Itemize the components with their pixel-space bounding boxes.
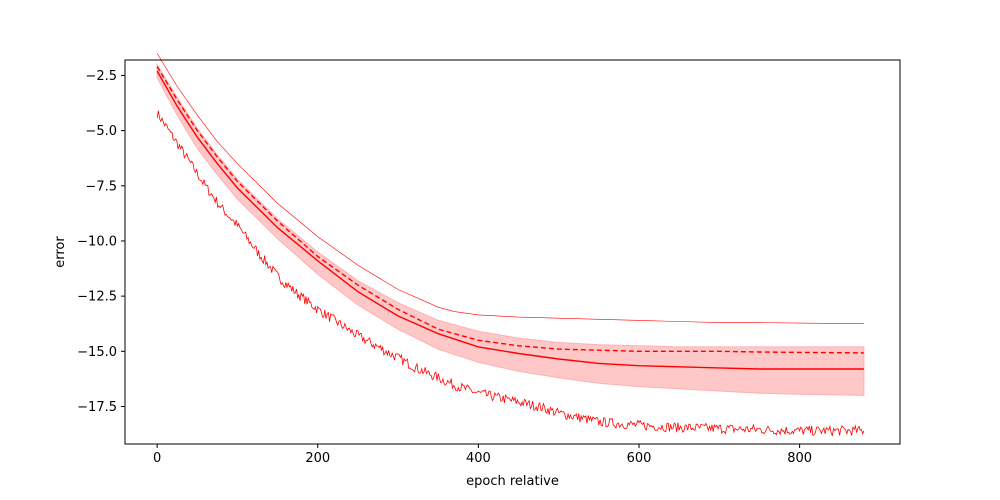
series-line-0 xyxy=(156,53,864,324)
y-tick-label: −7.5 xyxy=(85,179,117,194)
x-tick-label: 400 xyxy=(466,451,491,466)
series-line-2 xyxy=(156,70,864,370)
x-axis-label: epoch relative xyxy=(466,474,559,489)
y-axis-ticks: −2.5 −5.0 −7.5 −10.0 −12.5 −15.0 −17.5 xyxy=(77,69,125,415)
confidence-band-layer xyxy=(156,62,865,396)
y-tick-label: −12.5 xyxy=(77,290,117,305)
x-tick-label: 200 xyxy=(305,451,330,466)
x-tick-label: 800 xyxy=(787,451,812,466)
series-lines-layer xyxy=(156,53,865,437)
series-line-1 xyxy=(156,66,864,354)
y-tick-label: −5.0 xyxy=(85,124,117,139)
y-axis-label: error xyxy=(53,236,68,268)
y-tick-label: −15.0 xyxy=(77,345,117,360)
confidence-band xyxy=(156,62,865,396)
x-tick-label: 600 xyxy=(627,451,652,466)
y-tick-label: −17.5 xyxy=(77,400,117,415)
y-tick-label: −2.5 xyxy=(85,69,117,84)
x-axis-ticks: 0 200 400 600 800 xyxy=(153,444,812,466)
plot-frame xyxy=(124,59,901,445)
x-tick-label: 0 xyxy=(153,451,161,466)
y-tick-label: −10.0 xyxy=(77,234,117,249)
series-line-3 xyxy=(156,110,865,437)
